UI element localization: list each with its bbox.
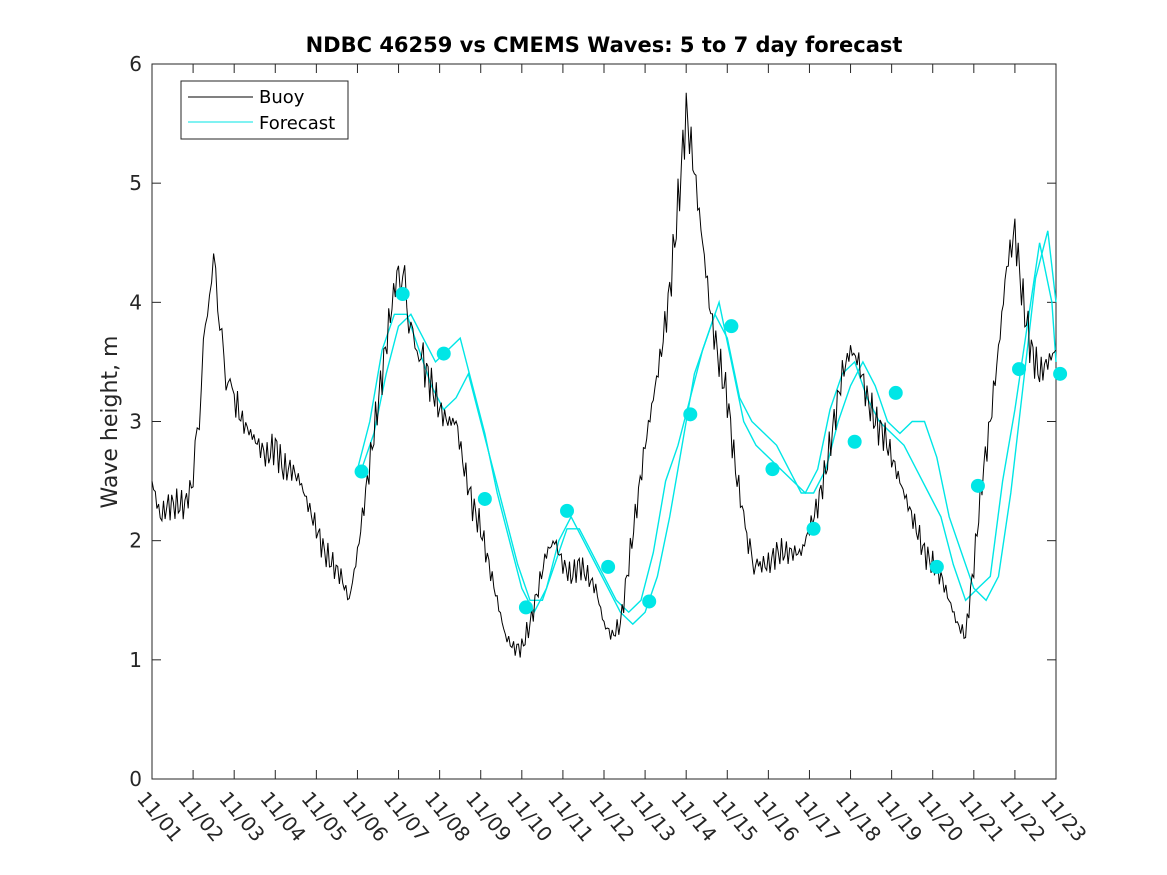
forecast-marker — [642, 594, 657, 609]
forecast-marker — [888, 385, 903, 400]
y-tick-label: 2 — [129, 529, 142, 553]
forecast-marker — [354, 464, 369, 479]
legend-forecast-label: Forecast — [259, 113, 335, 134]
y-tick-label: 1 — [129, 648, 142, 672]
y-tick-label: 0 — [129, 767, 142, 791]
forecast-marker — [1012, 362, 1027, 377]
forecast-marker — [929, 559, 944, 574]
forecast-marker — [1053, 366, 1068, 381]
forecast-marker — [395, 286, 410, 301]
legend-buoy-label: Buoy — [259, 87, 305, 108]
y-axis: 0 1 2 3 4 5 6 — [129, 52, 1056, 791]
y-tick-label: 6 — [129, 52, 142, 76]
forecast-marker — [847, 434, 862, 449]
forecast-marker — [601, 559, 616, 574]
forecast-marker — [970, 478, 985, 493]
forecast-marker — [765, 462, 780, 477]
forecast-marker — [683, 407, 698, 422]
plot-area — [151, 63, 1057, 780]
forecast-marker — [518, 600, 533, 615]
y-tick-label: 4 — [129, 290, 142, 314]
buoy-line — [151, 92, 1057, 658]
y-axis-label: Wave height, m — [98, 336, 123, 509]
forecast-marker — [724, 319, 739, 334]
series-layer — [151, 92, 1068, 658]
forecast-marker — [477, 491, 492, 506]
y-tick-label: 5 — [129, 171, 142, 195]
y-tick-label: 3 — [129, 410, 142, 434]
forecast-marker — [436, 346, 451, 361]
forecast-marker — [560, 503, 575, 518]
forecast-marker — [806, 521, 821, 536]
legend-box — [180, 80, 349, 140]
chart-title: NDBC 46259 vs CMEMS Waves: 5 to 7 day fo… — [306, 33, 903, 57]
legend: Buoy Forecast — [180, 80, 349, 140]
